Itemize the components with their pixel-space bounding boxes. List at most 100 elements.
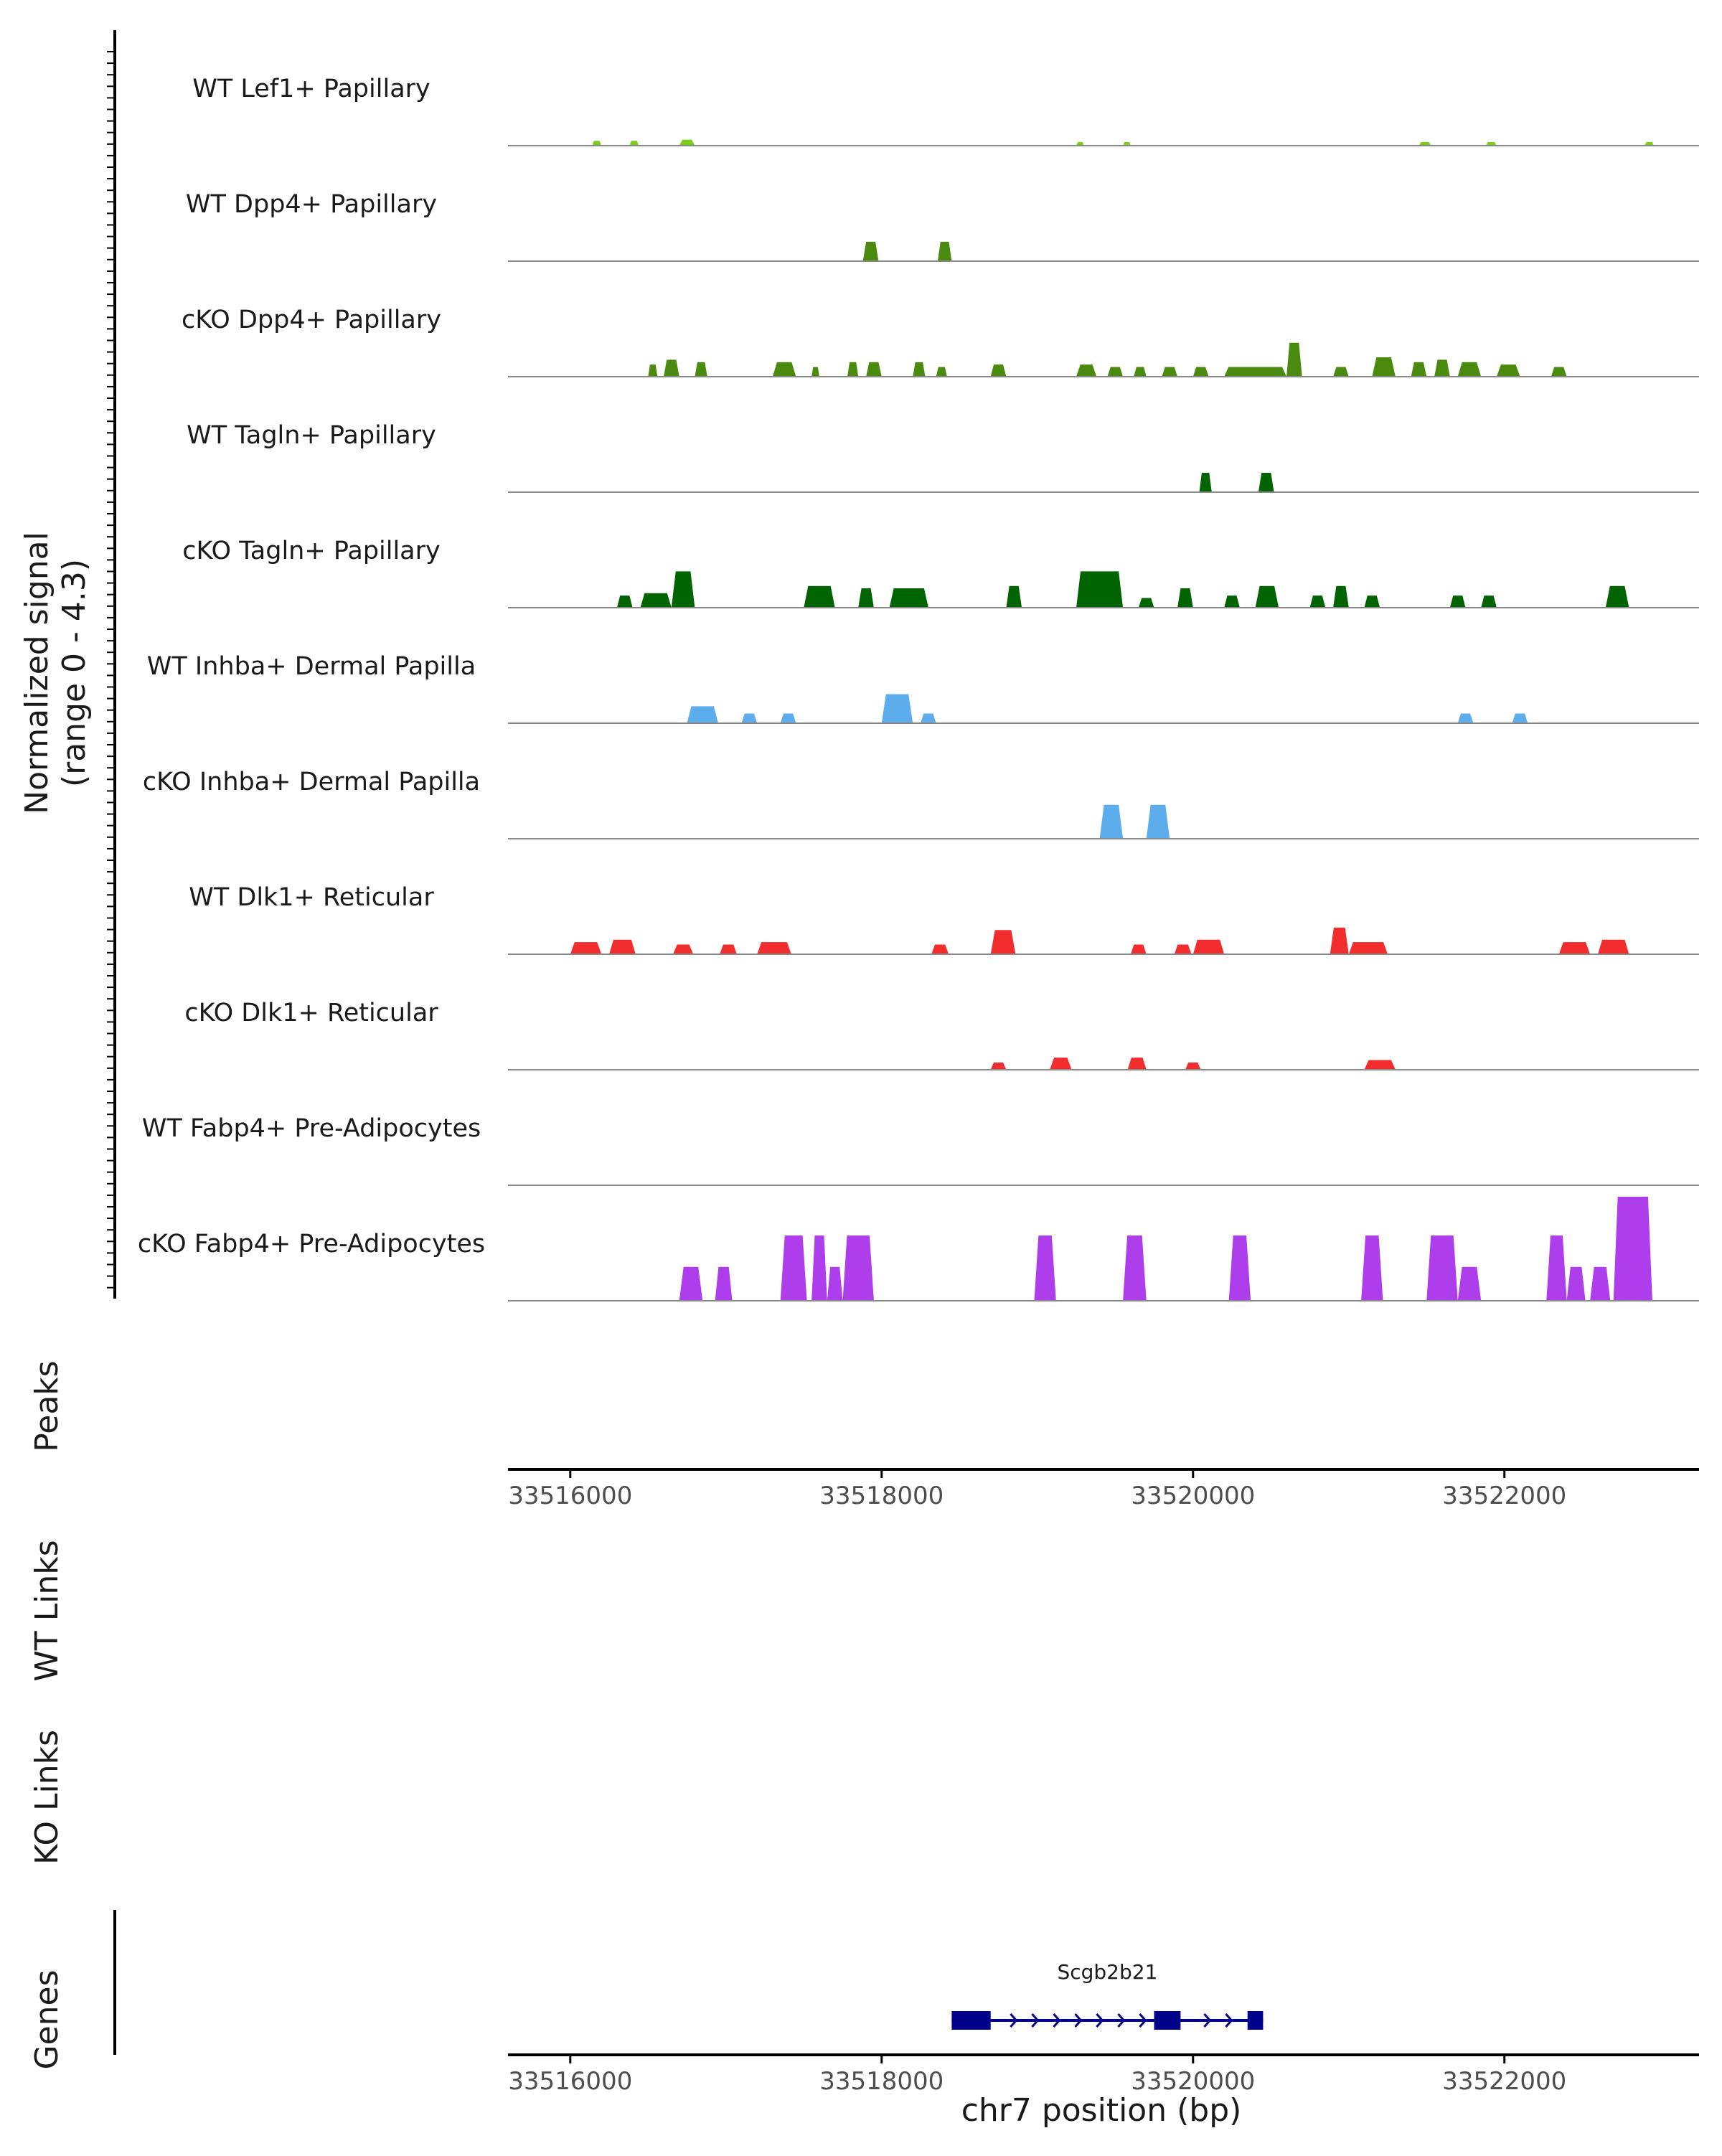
signal-peak <box>990 364 1007 377</box>
track-8: cKO Dlk1+ Reticular <box>184 999 1699 1070</box>
signal-peak <box>1123 141 1131 146</box>
signal-peak <box>1348 942 1388 954</box>
signal-peak <box>990 1062 1007 1070</box>
signal-peak <box>1177 588 1193 608</box>
signal-peak <box>1199 473 1212 492</box>
track-1: WT Dpp4+ Papillary <box>186 190 1699 262</box>
signal-peak <box>1099 804 1124 839</box>
signal-peak <box>609 939 636 954</box>
strand-arrow <box>1117 2013 1126 2028</box>
signal-peak <box>990 930 1016 954</box>
strand-arrow <box>1096 2013 1104 2028</box>
signal-peak <box>1372 357 1396 377</box>
signal-peak <box>1496 364 1520 377</box>
track-label: cKO Tagln+ Papillary <box>182 537 441 565</box>
gene-name-label: Scgb2b21 <box>1057 1960 1157 1984</box>
signal-peak <box>664 359 679 377</box>
signal-peak <box>1645 141 1655 146</box>
signal-peak <box>1255 585 1279 608</box>
signal-peak <box>1605 585 1629 608</box>
coverage-ylabel-line2: (range 0 - 4.3) <box>56 559 93 787</box>
strand-arrow <box>1203 2013 1212 2028</box>
track-3: WT Tagln+ Papillary <box>187 421 1699 493</box>
signal-peak <box>1134 367 1147 377</box>
signal-peak <box>1228 1235 1251 1301</box>
signal-peak <box>741 713 758 723</box>
track-label: WT Inhba+ Dermal Papilla <box>147 652 476 681</box>
track-label: WT Dlk1+ Reticular <box>189 883 434 912</box>
wt-links-track-label: WT Links <box>29 1540 65 1681</box>
gene-model: Scgb2b21 <box>951 1960 1264 2030</box>
signal-peak <box>1481 596 1497 608</box>
peaks-track-label: Peaks <box>29 1360 65 1451</box>
track-label: WT Lef1+ Papillary <box>192 75 430 103</box>
gene-exon <box>951 2011 991 2030</box>
signal-peak <box>1449 596 1466 608</box>
x-tick-label: 33516000 <box>508 1482 632 1510</box>
track-label: WT Tagln+ Papillary <box>187 421 436 450</box>
signal-peak <box>673 944 694 954</box>
signal-peak <box>1457 362 1482 377</box>
signal-peak <box>1364 1060 1396 1070</box>
signal-peak <box>1006 585 1022 608</box>
signal-peak <box>1050 1058 1072 1070</box>
strand-arrow <box>1031 2013 1040 2028</box>
signal-peak <box>1613 1197 1652 1301</box>
signal-peak <box>1174 944 1192 954</box>
signal-peak <box>687 706 718 723</box>
signal-peak <box>1418 141 1431 146</box>
x-tick-label: 33518000 <box>819 1482 944 1510</box>
signal-peak <box>695 362 707 377</box>
signal-peak <box>1546 1235 1567 1301</box>
signal-peak <box>804 585 835 608</box>
signal-peak <box>1162 367 1178 377</box>
track-label: WT Fabp4+ Pre-Adipocytes <box>142 1114 481 1143</box>
signal-peak <box>715 1266 733 1301</box>
signal-peak <box>1138 598 1154 608</box>
track-10: cKO Fabp4+ Pre-Adipocytes <box>138 1197 1699 1301</box>
signal-peak <box>931 944 949 954</box>
track-0: WT Lef1+ Papillary <box>192 75 1699 146</box>
ko-links-track-label: KO Links <box>29 1730 65 1865</box>
signal-peak <box>847 362 859 377</box>
strand-arrow <box>1010 2013 1018 2028</box>
signal-peak <box>862 242 879 261</box>
signal-peak <box>757 942 791 954</box>
signal-peak <box>921 713 936 723</box>
signal-peak <box>720 944 737 954</box>
signal-peak <box>1146 804 1170 839</box>
signal-peak <box>592 141 602 146</box>
signal-peak <box>671 571 695 608</box>
signal-peak <box>936 367 947 377</box>
x-tick-label: 33520000 <box>1131 2067 1255 2096</box>
signal-peak <box>1258 473 1274 492</box>
strand-arrow <box>1074 2013 1083 2028</box>
x-tick-label: 33522000 <box>1442 1482 1566 1510</box>
coverage-y-axis <box>107 30 116 1299</box>
x-tick-label: 33520000 <box>1131 1482 1255 1510</box>
genes-track-label: Genes <box>29 1969 65 2069</box>
signal-peak <box>1076 364 1097 377</box>
signal-peak <box>1224 367 1286 377</box>
signal-peak <box>616 596 633 608</box>
track-5: WT Inhba+ Dermal Papilla <box>147 652 1699 724</box>
track-2: cKO Dpp4+ Papillary <box>182 306 1699 377</box>
track-9: WT Fabp4+ Pre-Adipocytes <box>142 1114 1699 1186</box>
signal-peak <box>1185 1062 1201 1070</box>
coverage-x-axis: 33516000 33518000 33520000 33522000 <box>508 1468 1699 1510</box>
strand-arrow <box>1053 2013 1061 2028</box>
coverage-ylabel-line1: Normalized signal <box>19 532 55 814</box>
track-label: cKO Inhba+ Dermal Papilla <box>143 768 480 796</box>
strand-arrow <box>1225 2013 1233 2028</box>
signal-peak <box>1590 1266 1611 1301</box>
signal-peak <box>1566 1266 1586 1301</box>
signal-peak <box>1411 362 1427 377</box>
track-6: cKO Inhba+ Dermal Papilla <box>143 768 1699 839</box>
track-4: cKO Tagln+ Papillary <box>182 537 1699 608</box>
signal-peak <box>881 694 913 723</box>
signal-peak <box>629 141 639 146</box>
signal-peak <box>913 362 926 377</box>
signal-peak <box>1434 359 1450 377</box>
genes-x-axis: 33516000 33518000 33520000 33522000 <box>508 2053 1699 2096</box>
